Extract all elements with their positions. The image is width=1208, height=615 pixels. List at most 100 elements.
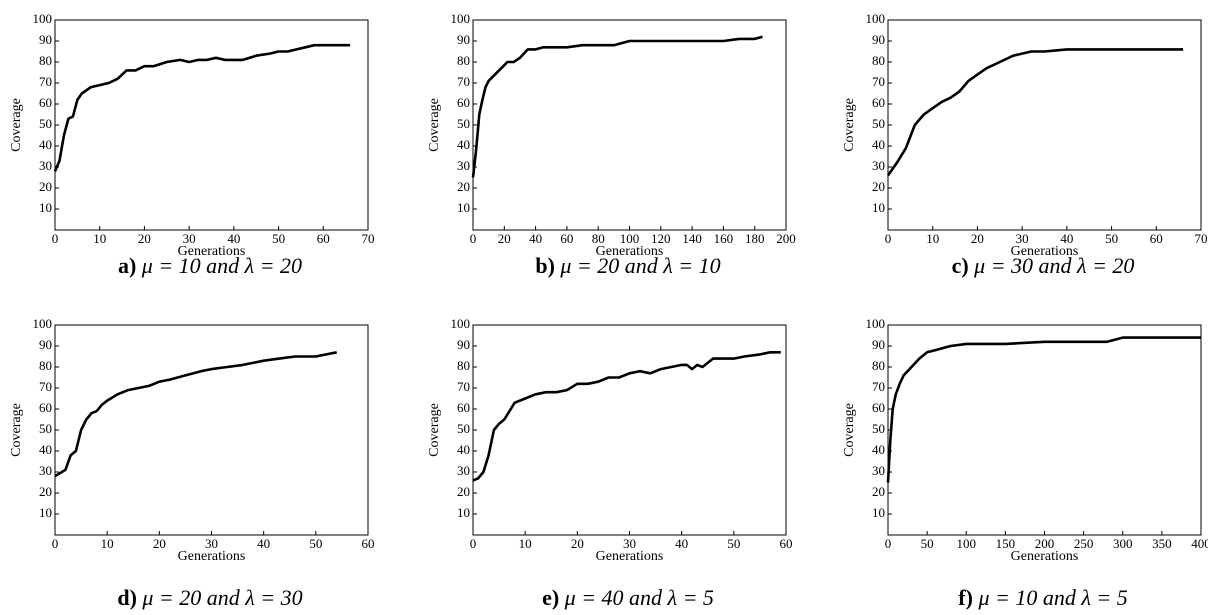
y-tick-label: 40 xyxy=(39,442,52,457)
y-tick-label: 30 xyxy=(872,463,885,478)
x-tick-label: 10 xyxy=(519,536,532,551)
caption-text: μ = 10 and λ = 20 xyxy=(141,253,302,278)
y-tick-label: 100 xyxy=(451,11,471,26)
x-axis-label: Generations xyxy=(596,244,664,259)
x-tick-label: 400 xyxy=(1191,536,1208,551)
x-axis-label: Generations xyxy=(178,549,246,564)
y-tick-label: 90 xyxy=(39,337,52,352)
caption-label: a) xyxy=(118,253,136,278)
y-tick-label: 10 xyxy=(39,200,52,215)
x-tick-label: 60 xyxy=(1150,231,1163,246)
y-tick-label: 40 xyxy=(39,137,52,152)
x-tick-label: 350 xyxy=(1152,536,1172,551)
y-tick-label: 30 xyxy=(872,158,885,173)
y-tick-label: 90 xyxy=(872,32,885,47)
x-tick-label: 200 xyxy=(776,231,796,246)
y-axis-label: Coverage xyxy=(842,403,857,457)
x-tick-label: 60 xyxy=(560,231,573,246)
x-tick-label: 180 xyxy=(745,231,765,246)
y-axis-label: Coverage xyxy=(427,403,442,457)
y-tick-label: 90 xyxy=(457,337,470,352)
y-tick-label: 100 xyxy=(33,11,53,26)
y-tick-label: 100 xyxy=(451,316,471,331)
y-tick-label: 100 xyxy=(866,316,886,331)
y-tick-label: 20 xyxy=(457,179,470,194)
y-tick-label: 80 xyxy=(457,53,470,68)
x-tick-label: 30 xyxy=(1016,231,1029,246)
x-tick-label: 50 xyxy=(921,536,934,551)
x-tick-label: 30 xyxy=(205,536,218,551)
y-tick-label: 50 xyxy=(872,116,885,131)
data-line xyxy=(471,35,763,178)
y-tick-label: 50 xyxy=(457,116,470,131)
x-tick-label: 30 xyxy=(183,231,196,246)
x-tick-label: 300 xyxy=(1113,536,1133,551)
y-axis-label: Coverage xyxy=(9,98,24,152)
y-tick-label: 80 xyxy=(872,358,885,373)
x-tick-label: 60 xyxy=(317,231,330,246)
y-tick-label: 20 xyxy=(39,179,52,194)
caption-text: μ = 20 and λ = 30 xyxy=(141,585,302,610)
x-tick-label: 100 xyxy=(957,536,977,551)
caption: f) μ = 10 and λ = 5 xyxy=(958,585,1127,610)
x-tick-label: 100 xyxy=(620,231,640,246)
x-tick-label: 0 xyxy=(885,536,892,551)
y-tick-label: 80 xyxy=(39,53,52,68)
y-tick-label: 30 xyxy=(39,463,52,478)
caption: b) μ = 20 and λ = 10 xyxy=(535,253,720,278)
y-tick-label: 10 xyxy=(872,505,885,520)
x-tick-label: 20 xyxy=(971,231,984,246)
data-line xyxy=(886,48,1184,177)
x-tick-label: 50 xyxy=(1105,231,1118,246)
caption-label: e) xyxy=(542,585,559,610)
y-tick-label: 90 xyxy=(457,32,470,47)
x-tick-label: 10 xyxy=(926,231,939,246)
x-tick-label: 140 xyxy=(682,231,702,246)
y-tick-label: 50 xyxy=(39,116,52,131)
y-tick-label: 60 xyxy=(39,95,52,110)
caption-label: d) xyxy=(117,585,137,610)
y-tick-label: 60 xyxy=(872,95,885,110)
x-tick-label: 80 xyxy=(592,231,605,246)
y-axis-label: Coverage xyxy=(9,403,24,457)
x-tick-label: 20 xyxy=(571,536,584,551)
x-axis-label: Generations xyxy=(596,549,664,564)
y-tick-label: 70 xyxy=(457,74,470,89)
x-tick-label: 30 xyxy=(623,536,636,551)
caption: c) μ = 30 and λ = 20 xyxy=(952,253,1135,278)
y-tick-label: 70 xyxy=(457,379,470,394)
plot-frame xyxy=(472,19,787,231)
y-tick-label: 60 xyxy=(39,400,52,415)
data-line xyxy=(886,336,1201,483)
y-tick-label: 10 xyxy=(872,200,885,215)
y-tick-label: 40 xyxy=(872,442,885,457)
y-tick-label: 60 xyxy=(872,400,885,415)
caption: e) μ = 40 and λ = 5 xyxy=(542,585,714,610)
y-axis-label: Coverage xyxy=(427,98,442,152)
caption-label: c) xyxy=(952,253,969,278)
caption-label: b) xyxy=(535,253,555,278)
caption-text: μ = 10 and λ = 5 xyxy=(977,585,1127,610)
y-tick-label: 60 xyxy=(457,400,470,415)
x-tick-label: 60 xyxy=(362,536,375,551)
caption-text: μ = 40 and λ = 5 xyxy=(564,585,714,610)
x-tick-label: 40 xyxy=(675,536,688,551)
y-tick-label: 100 xyxy=(33,316,53,331)
y-tick-label: 40 xyxy=(457,137,470,152)
x-tick-label: 40 xyxy=(529,231,542,246)
x-tick-label: 50 xyxy=(727,536,740,551)
y-tick-label: 10 xyxy=(457,200,470,215)
data-line xyxy=(54,351,337,478)
y-tick-label: 50 xyxy=(39,421,52,436)
x-axis-label: Generations xyxy=(1011,549,1079,564)
x-tick-label: 40 xyxy=(1060,231,1073,246)
y-tick-label: 90 xyxy=(872,337,885,352)
y-tick-label: 20 xyxy=(872,484,885,499)
y-tick-label: 50 xyxy=(872,421,885,436)
y-tick-label: 70 xyxy=(39,74,52,89)
x-tick-label: 160 xyxy=(714,231,734,246)
x-tick-label: 200 xyxy=(1035,536,1055,551)
x-tick-label: 250 xyxy=(1074,536,1094,551)
x-tick-label: 50 xyxy=(272,231,285,246)
y-tick-label: 20 xyxy=(39,484,52,499)
